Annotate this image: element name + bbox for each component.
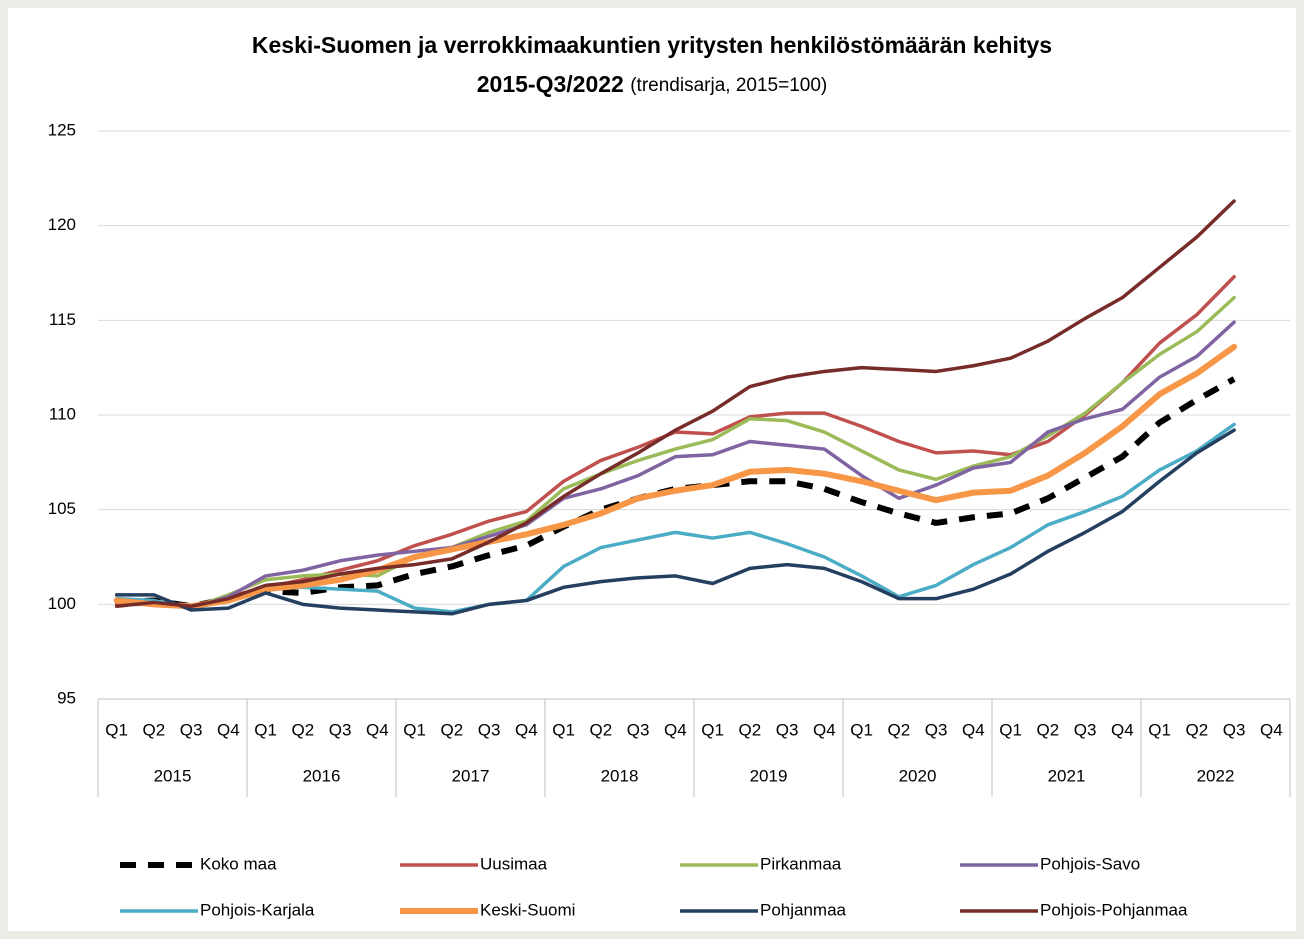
x-tick-label: Q2 — [888, 720, 911, 739]
x-tick-label: Q1 — [105, 720, 128, 739]
legend-label: Pohjanmaa — [760, 900, 847, 919]
series-line — [114, 428, 1236, 616]
chart-title: Keski-Suomen ja verrokkimaakuntien yrity… — [252, 32, 1052, 58]
x-group-label: 2016 — [303, 766, 341, 785]
series-line — [116, 376, 1236, 610]
x-tick-label: Q4 — [217, 720, 240, 739]
legend-label: Pohjois-Pohjanmaa — [1040, 900, 1188, 919]
legend-label: Uusimaa — [480, 854, 548, 873]
x-group-label: 2017 — [452, 766, 490, 785]
x-tick-label: Q4 — [366, 720, 389, 739]
x-tick-label: Q1 — [403, 720, 426, 739]
x-tick-label: Q3 — [776, 720, 799, 739]
y-tick-label: 120 — [48, 215, 76, 234]
x-tick-label: Q4 — [1260, 720, 1283, 739]
x-tick-label: Q3 — [478, 720, 501, 739]
chart-title-period: 2015-Q3/2022 — [477, 71, 624, 97]
x-tick-label: Q4 — [664, 720, 687, 739]
legend-label: Pohjois-Savo — [1040, 854, 1140, 873]
x-tick-label: Q1 — [552, 720, 575, 739]
x-tick-label: Q2 — [143, 720, 166, 739]
chart-title-line2: 2015-Q3/2022 (trendisarja, 2015=100) — [477, 71, 827, 97]
x-tick-label: Q3 — [1223, 720, 1246, 739]
legend-label: Pirkanmaa — [760, 854, 842, 873]
y-tick-label: 100 — [48, 594, 76, 613]
x-group-label: 2021 — [1048, 766, 1086, 785]
x-tick-label: Q2 — [590, 720, 613, 739]
legend-label: Koko maa — [200, 854, 277, 873]
x-tick-label: Q4 — [813, 720, 836, 739]
x-tick-label: Q2 — [1037, 720, 1060, 739]
x-tick-label: Q1 — [254, 720, 277, 739]
x-tick-label: Q1 — [999, 720, 1022, 739]
x-tick-label: Q2 — [739, 720, 762, 739]
x-group-label: 2020 — [899, 766, 937, 785]
x-tick-label: Q3 — [329, 720, 352, 739]
y-tick-label: 105 — [48, 499, 76, 518]
legend-label: Keski-Suomi — [480, 900, 575, 919]
x-tick-label: Q3 — [925, 720, 948, 739]
x-tick-label: Q1 — [701, 720, 724, 739]
x-tick-label: Q4 — [1111, 720, 1134, 739]
x-tick-label: Q4 — [962, 720, 985, 739]
x-tick-label: Q2 — [441, 720, 464, 739]
legend-label: Pohjois-Karjala — [200, 900, 315, 919]
y-tick-label: 115 — [49, 310, 76, 329]
x-tick-label: Q1 — [850, 720, 873, 739]
series-line — [114, 199, 1236, 608]
x-group-label: 2015 — [154, 766, 192, 785]
x-group-label: 2022 — [1197, 766, 1235, 785]
series-line — [114, 295, 1236, 610]
y-tick-label: 125 — [48, 120, 76, 139]
x-tick-label: Q2 — [292, 720, 315, 739]
x-tick-label: Q4 — [515, 720, 538, 739]
series-line — [114, 320, 1236, 610]
y-tick-label: 95 — [57, 688, 76, 707]
x-tick-label: Q2 — [1186, 720, 1209, 739]
x-tick-label: Q3 — [1074, 720, 1097, 739]
x-tick-label: Q3 — [180, 720, 203, 739]
y-tick-label: 110 — [49, 404, 76, 423]
x-group-label: 2019 — [750, 766, 788, 785]
series-line — [113, 343, 1238, 610]
x-tick-label: Q3 — [627, 720, 650, 739]
x-tick-label: Q1 — [1148, 720, 1171, 739]
chart-subtitle: (trendisarja, 2015=100) — [630, 75, 827, 96]
x-group-label: 2018 — [601, 766, 639, 785]
